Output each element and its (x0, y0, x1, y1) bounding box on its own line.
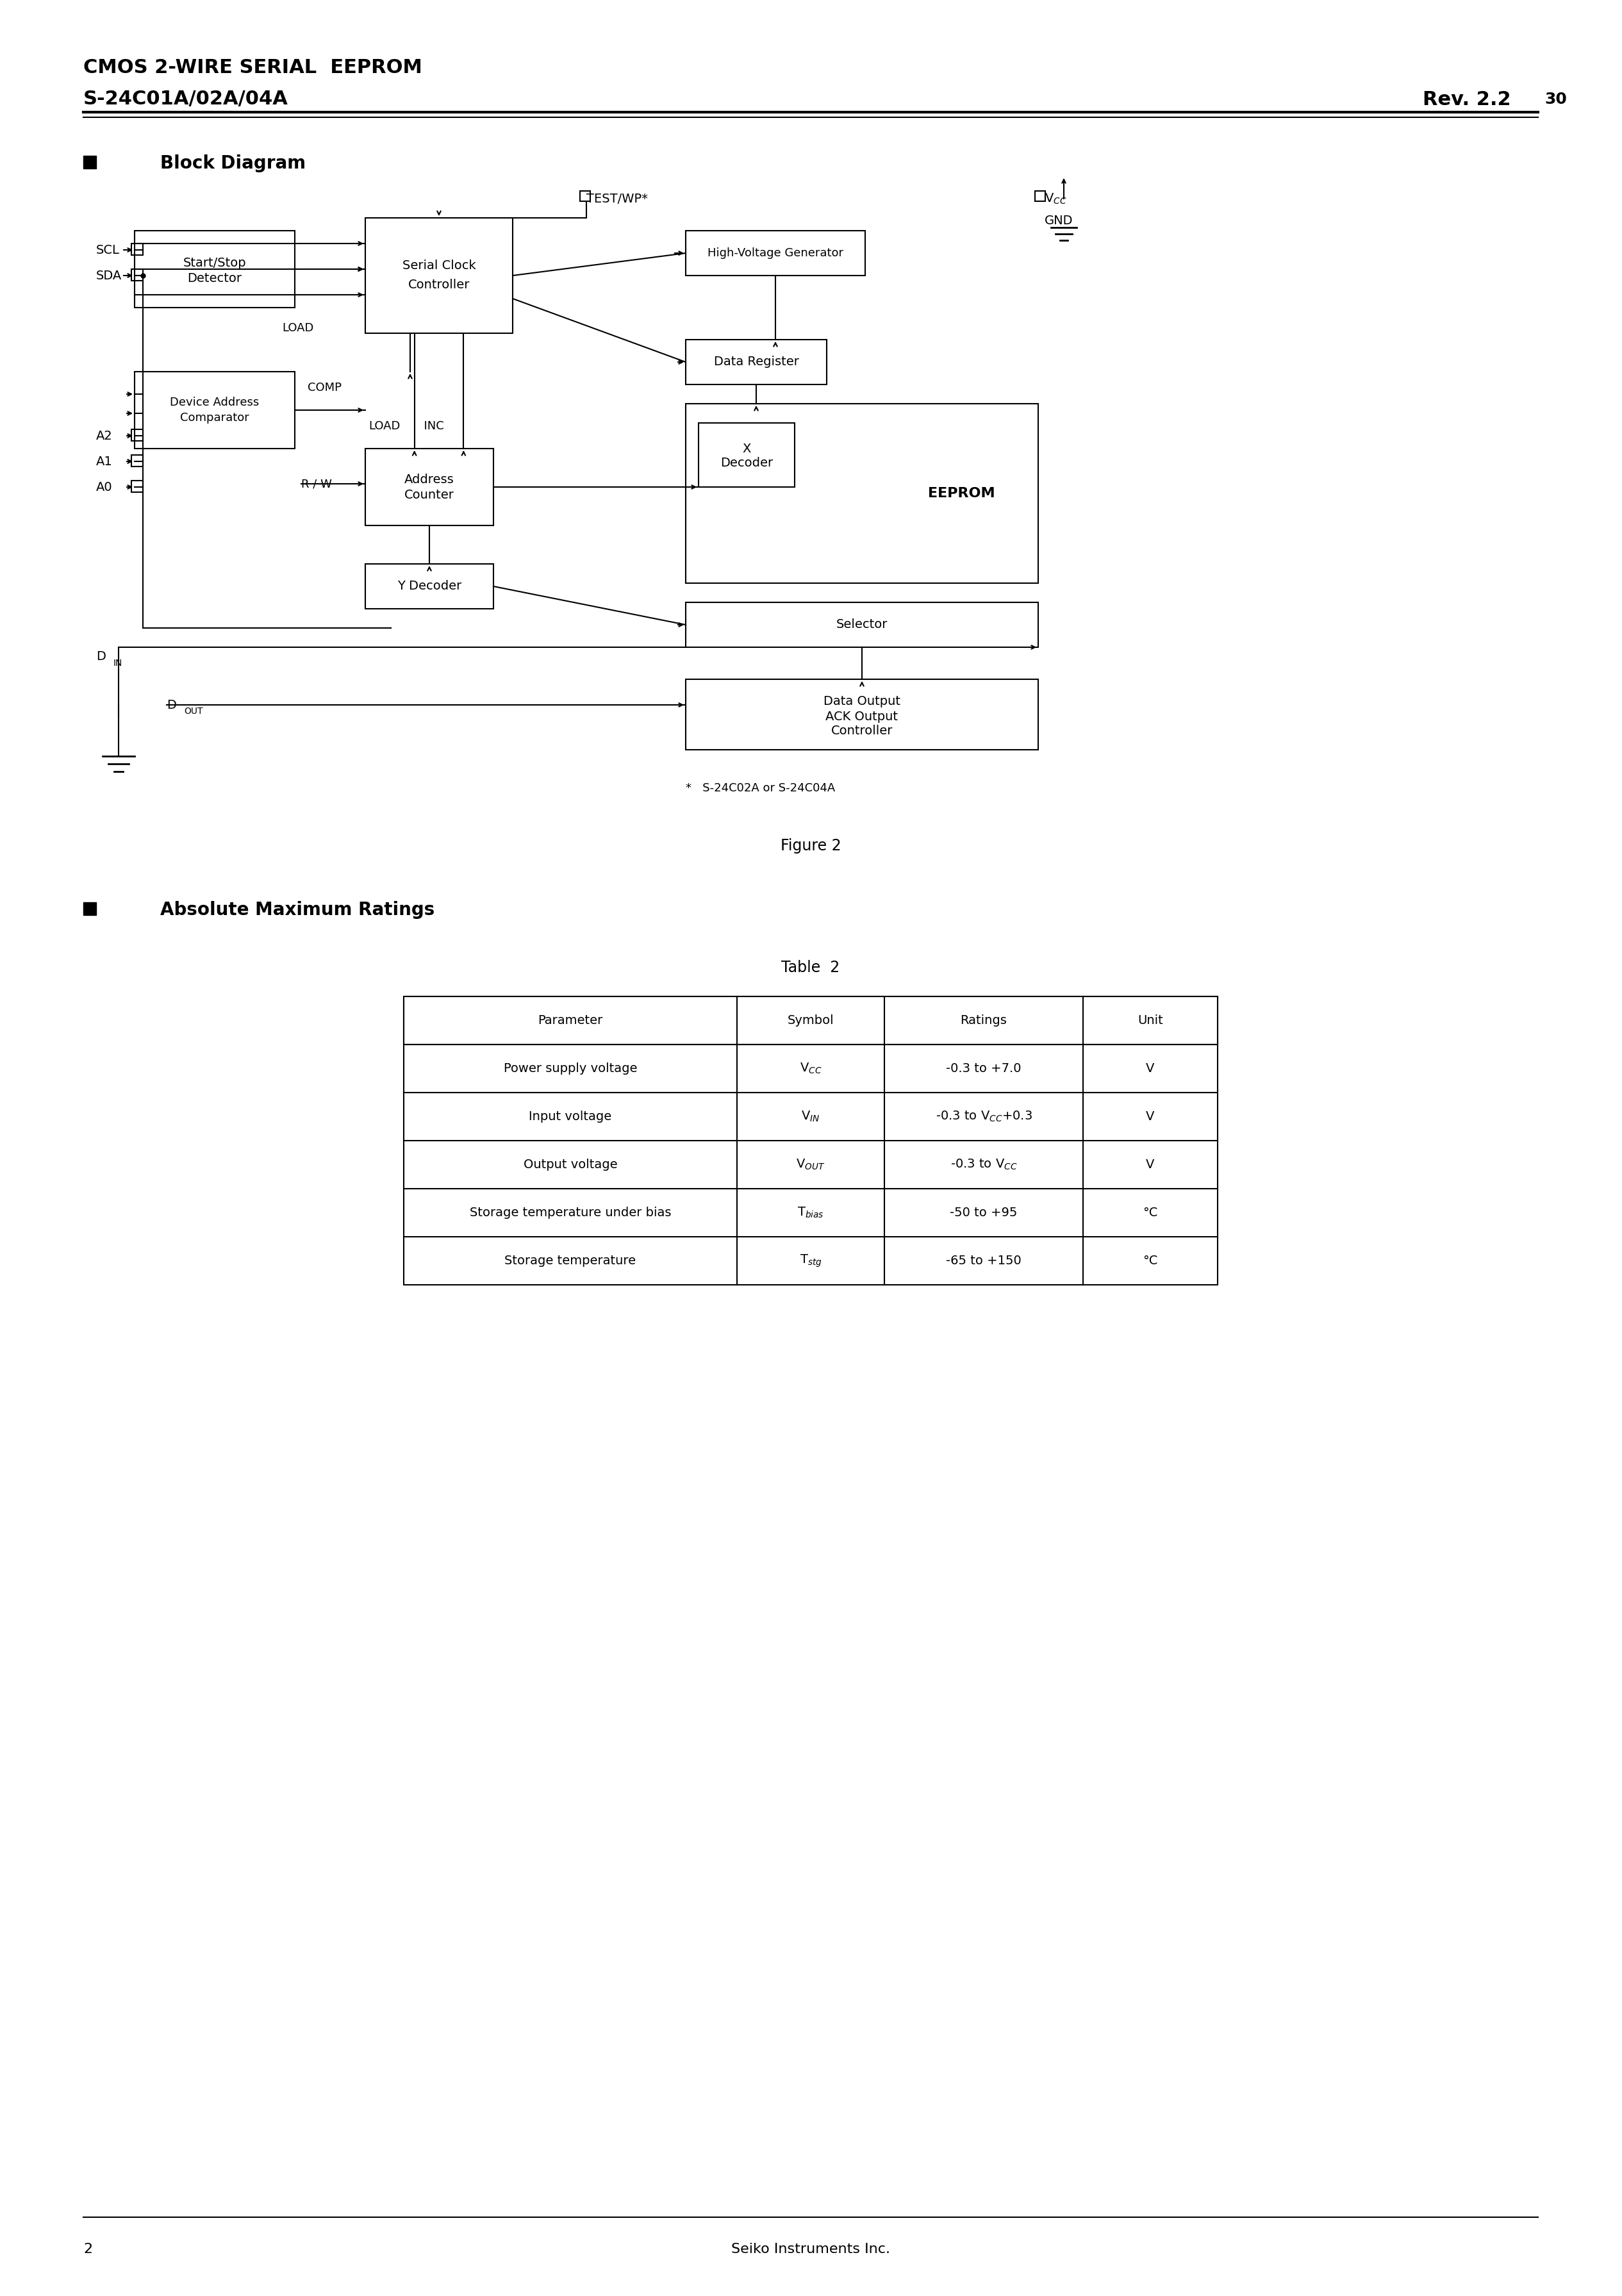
Text: Serial Clock: Serial Clock (402, 259, 475, 271)
Text: Figure 2: Figure 2 (780, 838, 840, 854)
Text: TEST/WP*: TEST/WP* (587, 193, 647, 204)
Text: V: V (1147, 1063, 1155, 1075)
Text: °C: °C (1144, 1208, 1158, 1219)
Text: *   S-24C02A or S-24C04A: * S-24C02A or S-24C04A (686, 783, 835, 794)
Text: Power supply voltage: Power supply voltage (503, 1063, 637, 1075)
Text: Start/Stop: Start/Stop (183, 257, 247, 269)
Text: CMOS 2-WIRE SERIAL  EEPROM: CMOS 2-WIRE SERIAL EEPROM (83, 57, 422, 76)
Text: Data Output: Data Output (824, 696, 900, 707)
Text: Counter: Counter (404, 489, 454, 501)
Text: High-Voltage Generator: High-Voltage Generator (707, 248, 843, 259)
Text: GND: GND (1045, 216, 1074, 227)
Text: Symbol: Symbol (787, 1015, 834, 1026)
Bar (1035, 191, 1045, 202)
Bar (135, 372, 295, 448)
Text: D: D (96, 650, 105, 664)
Text: V: V (1147, 1111, 1155, 1123)
Text: SCL: SCL (96, 243, 120, 255)
Text: Detector: Detector (188, 273, 242, 285)
Bar (131, 429, 143, 441)
Text: A1: A1 (96, 455, 112, 468)
Bar (131, 269, 143, 280)
Text: V: V (1147, 1159, 1155, 1171)
Text: D: D (167, 698, 177, 712)
Text: Ratings: Ratings (960, 1015, 1007, 1026)
Text: Data Register: Data Register (714, 356, 798, 367)
Text: Y Decoder: Y Decoder (397, 581, 462, 592)
Bar (365, 448, 493, 526)
Text: -0.3 to V$_{CC}$+0.3: -0.3 to V$_{CC}$+0.3 (936, 1109, 1032, 1123)
Bar (686, 230, 865, 276)
Text: V$_{IN}$: V$_{IN}$ (801, 1109, 821, 1123)
Text: COMP: COMP (308, 381, 342, 393)
Text: LOAD: LOAD (282, 321, 313, 333)
Text: Storage temperature: Storage temperature (504, 1254, 636, 1267)
Bar (686, 404, 1038, 583)
Text: SDA: SDA (96, 269, 122, 282)
Text: R / W: R / W (302, 478, 333, 489)
Text: IN: IN (114, 659, 123, 668)
Text: ACK Output: ACK Output (826, 709, 899, 723)
Bar (699, 422, 795, 487)
Bar (686, 680, 1038, 751)
Text: Input voltage: Input voltage (529, 1111, 611, 1123)
Bar (131, 455, 143, 466)
Text: X: X (743, 443, 751, 455)
Bar (365, 218, 513, 333)
Bar (686, 340, 827, 383)
Text: Unit: Unit (1137, 1015, 1163, 1026)
Text: A2: A2 (96, 429, 112, 441)
Text: Block Diagram: Block Diagram (161, 154, 307, 172)
Bar (365, 565, 493, 608)
Bar (135, 230, 295, 308)
Text: Seiko Instruments Inc.: Seiko Instruments Inc. (732, 2243, 890, 2255)
Text: Output voltage: Output voltage (524, 1159, 618, 1171)
Text: Absolute Maximum Ratings: Absolute Maximum Ratings (161, 900, 435, 918)
Text: Storage temperature under bias: Storage temperature under bias (470, 1208, 672, 1219)
Text: S-24C01A/02A/04A: S-24C01A/02A/04A (83, 90, 289, 108)
Text: Comparator: Comparator (180, 411, 250, 422)
Text: T$_{stg}$: T$_{stg}$ (800, 1254, 822, 1270)
Bar (404, 996, 1218, 1045)
Text: Parameter: Parameter (539, 1015, 603, 1026)
Text: Controller: Controller (409, 280, 470, 292)
Text: V$_{CC}$: V$_{CC}$ (1045, 193, 1067, 204)
Bar (404, 996, 1218, 1286)
Text: Decoder: Decoder (720, 457, 774, 468)
Bar (131, 243, 143, 255)
Text: 2: 2 (83, 2243, 92, 2255)
Text: INC: INC (417, 420, 444, 432)
Text: Rev. 2.2: Rev. 2.2 (1422, 90, 1510, 108)
Text: Table  2: Table 2 (782, 960, 840, 976)
Text: V$_{CC}$: V$_{CC}$ (800, 1061, 822, 1075)
Bar (83, 902, 96, 916)
Text: EEPROM: EEPROM (928, 487, 994, 501)
Text: 30: 30 (1544, 92, 1567, 108)
Text: OUT: OUT (183, 707, 203, 716)
Bar (83, 156, 96, 168)
Bar (131, 480, 143, 491)
Text: Controller: Controller (830, 726, 892, 737)
Text: °C: °C (1144, 1254, 1158, 1267)
Text: -0.3 to +7.0: -0.3 to +7.0 (946, 1063, 1022, 1075)
Text: -0.3 to V$_{CC}$: -0.3 to V$_{CC}$ (950, 1157, 1017, 1171)
Text: A0: A0 (96, 480, 112, 494)
Text: Device Address: Device Address (170, 397, 260, 409)
Text: Selector: Selector (837, 618, 887, 631)
Text: -50 to +95: -50 to +95 (950, 1208, 1017, 1219)
Bar (581, 191, 590, 202)
Text: V$_{OUT}$: V$_{OUT}$ (796, 1157, 826, 1171)
Text: Address: Address (404, 473, 454, 484)
Text: -65 to +150: -65 to +150 (946, 1254, 1022, 1267)
Bar (686, 602, 1038, 647)
Text: T$_{bias}$: T$_{bias}$ (798, 1205, 824, 1219)
Text: LOAD: LOAD (368, 420, 401, 432)
